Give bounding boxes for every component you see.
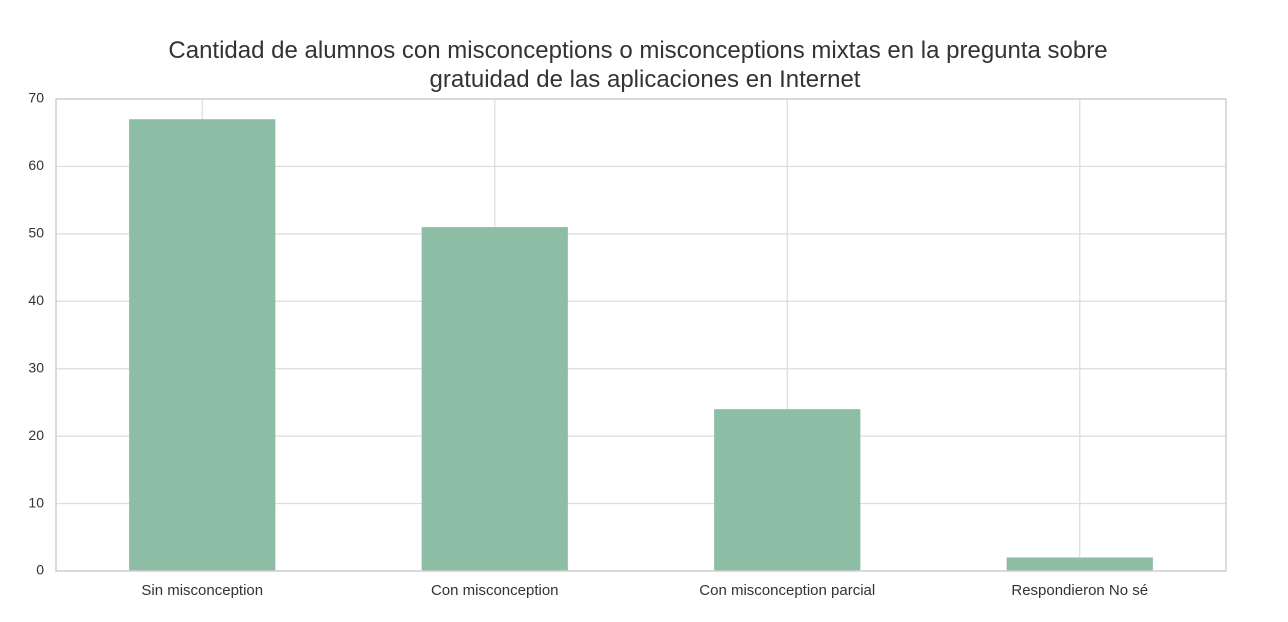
y-axis-ticks: 0 10 20 30 40 50 60 70 [28,90,44,578]
x-tick-label: Respondieron No sé [1011,582,1148,599]
y-tick-label: 50 [28,225,44,241]
x-axis-ticks: Sin misconception Con misconception Con mi… [141,582,1148,599]
bar-3 [1006,557,1153,571]
y-tick-label: 20 [28,427,44,443]
plot-frame [55,98,1227,572]
bar-1 [421,227,568,571]
x-tick-label: Sin misconception [141,582,263,599]
x-tick-label: Con misconception parcial [699,582,875,599]
y-tick-label: 0 [36,562,44,578]
y-tick-label: 60 [28,157,44,173]
chart-title-line-1: Cantidad de alumnos con misconceptions o… [168,37,1107,64]
y-tick-label: 70 [28,90,44,106]
y-tick-label: 30 [28,359,44,375]
bar-2 [714,409,861,571]
x-tick-label: Con misconception [431,582,559,599]
y-tick-label: 40 [28,292,44,308]
y-tick-label: 10 [28,494,44,510]
chart-title-line-2: gratuidad de las aplicaciones en Interne… [430,66,861,93]
bars [129,119,1153,571]
bar-0 [129,119,276,571]
